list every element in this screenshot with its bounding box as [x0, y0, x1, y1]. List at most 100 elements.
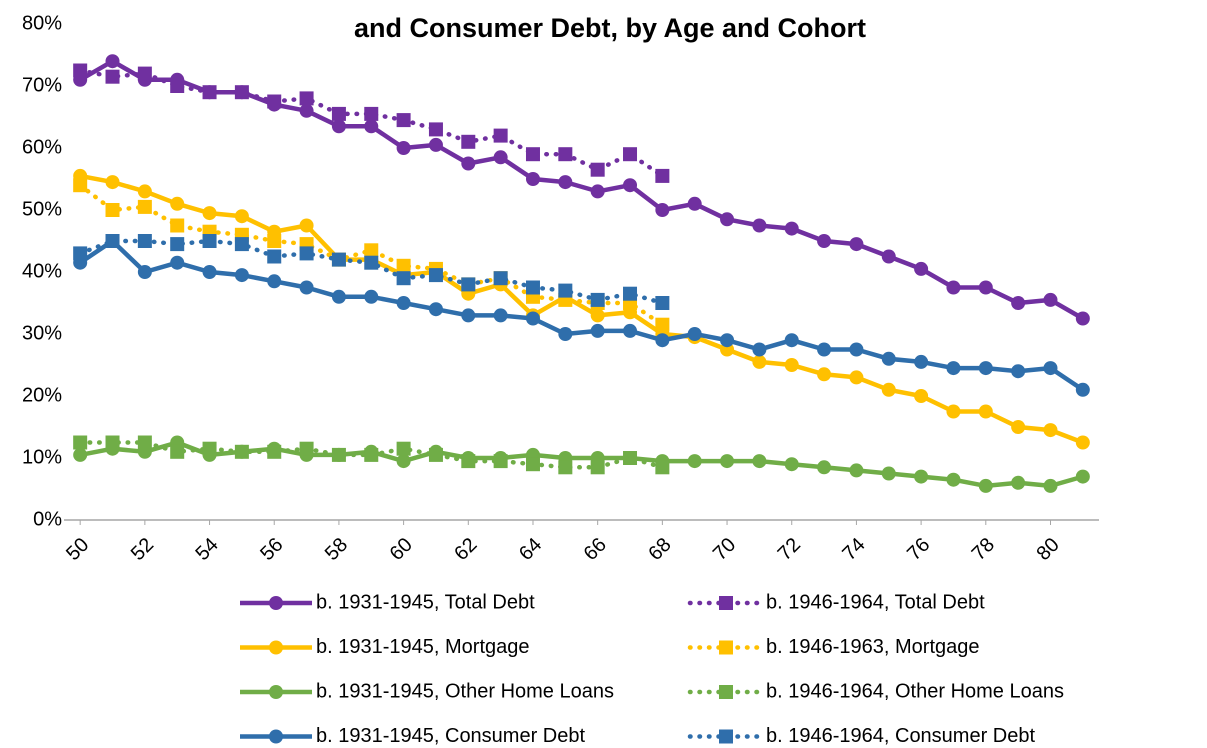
data-point — [137, 234, 152, 248]
y-tick-label: 0% — [33, 508, 62, 530]
data-point — [1075, 311, 1090, 326]
data-point — [623, 323, 638, 338]
data-point — [73, 435, 88, 450]
data-point — [558, 147, 573, 162]
data-point — [946, 280, 961, 295]
data-point — [784, 333, 799, 348]
legend-marker — [719, 640, 733, 655]
x-tick-label: 58 — [321, 534, 352, 565]
data-point — [234, 237, 249, 252]
data-point — [1011, 364, 1026, 379]
data-point — [817, 234, 832, 248]
data-point — [299, 441, 314, 456]
data-point — [461, 454, 476, 469]
data-point — [1011, 475, 1026, 490]
data-point — [137, 66, 152, 81]
data-point — [1043, 292, 1058, 307]
data-point — [396, 441, 411, 456]
data-point — [720, 454, 735, 469]
data-point — [590, 460, 605, 475]
data-point — [558, 327, 573, 341]
data-point — [946, 404, 961, 419]
data-point — [493, 308, 508, 323]
data-point — [170, 218, 185, 233]
y-tick-label: 20% — [22, 384, 62, 406]
data-point — [299, 246, 314, 261]
data-point — [267, 444, 282, 459]
data-point — [137, 435, 152, 450]
y-tick-label: 30% — [22, 322, 62, 344]
y-tick-label: 70% — [22, 74, 62, 96]
data-point — [946, 472, 961, 487]
data-point — [881, 382, 896, 397]
data-point — [881, 351, 896, 366]
data-point — [978, 361, 993, 376]
data-point — [234, 209, 249, 224]
data-point — [137, 184, 152, 199]
data-point — [1043, 423, 1058, 438]
data-point — [655, 203, 670, 217]
legend-label: b. 1946-1963, Mortgage — [766, 636, 980, 658]
data-point — [849, 463, 864, 478]
data-point — [720, 333, 735, 348]
data-point — [428, 268, 443, 283]
data-point — [978, 478, 993, 493]
legend-marker — [719, 729, 733, 744]
series-line — [79, 173, 1084, 445]
x-tick-label: 72 — [774, 534, 805, 565]
data-point — [396, 454, 411, 469]
data-point — [493, 454, 508, 469]
data-point — [849, 342, 864, 357]
data-point — [1043, 361, 1058, 376]
legend-marker — [719, 685, 733, 699]
legend-label: b. 1931-1945, Other Home Loans — [316, 680, 614, 702]
data-point — [170, 444, 185, 459]
data-point — [202, 265, 217, 279]
data-point — [137, 265, 152, 279]
data-point — [752, 354, 767, 369]
data-point — [720, 212, 735, 227]
data-point — [461, 156, 476, 171]
x-tick-label: 64 — [515, 534, 546, 565]
data-point — [364, 447, 379, 462]
data-point — [105, 69, 120, 84]
data-point — [73, 447, 88, 462]
legend-marker — [719, 596, 733, 610]
data-point — [687, 454, 702, 469]
legend-marker — [269, 729, 283, 744]
data-point — [105, 54, 120, 69]
data-point — [752, 454, 767, 469]
data-point — [331, 289, 346, 304]
data-point — [428, 137, 443, 152]
data-point — [234, 444, 249, 459]
data-point — [655, 317, 670, 332]
data-point — [364, 243, 379, 258]
data-point — [299, 280, 314, 295]
data-point — [623, 451, 638, 465]
data-point — [267, 249, 282, 264]
data-point — [299, 103, 314, 118]
data-point — [655, 460, 670, 475]
data-point — [1075, 469, 1090, 484]
x-tick-label: 78 — [968, 534, 999, 565]
data-point — [784, 358, 799, 372]
data-point — [105, 435, 120, 450]
data-point — [396, 271, 411, 286]
data-point — [331, 447, 346, 462]
data-point — [299, 218, 314, 233]
data-point — [525, 172, 540, 186]
data-point — [558, 283, 573, 298]
data-point — [590, 162, 605, 177]
data-point — [234, 268, 249, 283]
data-point — [784, 221, 799, 236]
data-point — [428, 122, 443, 137]
data-point — [396, 113, 411, 128]
data-point — [364, 289, 379, 304]
y-tick-label: 60% — [22, 136, 62, 158]
data-point — [655, 296, 670, 310]
data-point — [525, 280, 540, 295]
data-point — [817, 460, 832, 475]
data-point — [105, 175, 120, 190]
data-point — [525, 311, 540, 326]
